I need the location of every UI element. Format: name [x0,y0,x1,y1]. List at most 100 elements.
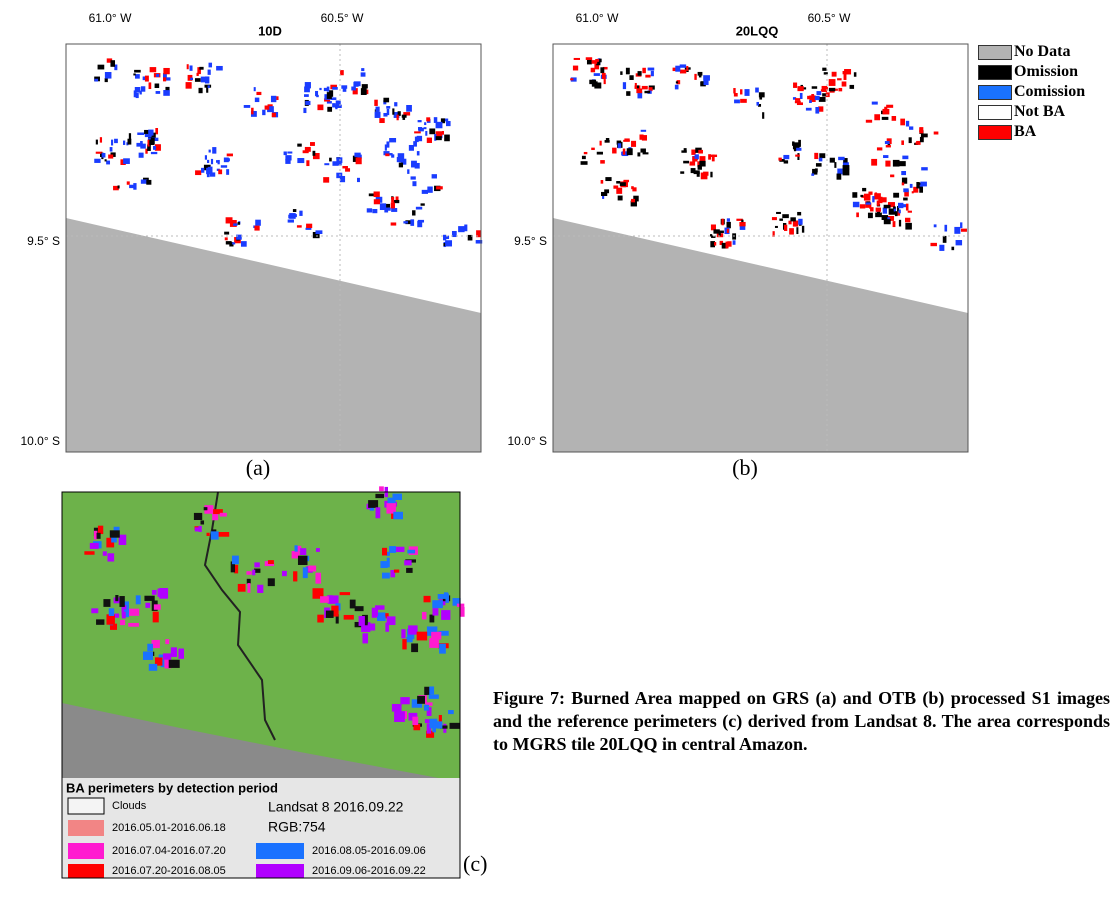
map-pixel [341,85,347,88]
map-pixel [893,221,896,227]
map-pixel [285,155,291,160]
map-pixel [102,153,106,158]
map-pixel [875,213,882,218]
map-pixel [856,212,859,217]
map-pixel [756,102,759,106]
map-pixel [429,128,435,134]
map-pixel [816,163,822,167]
map-pixel [601,180,604,184]
perimeter-pixel [128,623,139,627]
map-pixel [885,141,890,144]
map-pixel [327,107,332,112]
map-pixel [211,159,213,164]
map-pixel [599,59,602,63]
map-pixel [837,174,842,180]
legend-item: 2016.09.06-2016.09.22 [312,865,426,877]
map-pixel [163,90,170,96]
perimeter-pixel [320,596,329,603]
map-pixel [254,226,259,231]
map-pixel [860,195,863,197]
map-pixel [600,67,604,73]
map-pixel [105,78,108,82]
map-pixel [221,165,227,167]
map-pixel [778,158,781,161]
map-pixel [94,79,98,82]
map-pixel [708,154,711,159]
map-pixel [251,108,254,115]
legend-item: 2016.07.04-2016.07.20 [112,845,226,857]
map-pixel [424,122,426,125]
map-pixel [425,131,427,136]
map-pixel [695,154,699,159]
perimeter-pixel [441,610,450,620]
map-pixel [105,159,107,161]
map-pixel [288,219,294,222]
perimeter-pixel [376,507,381,518]
map-pixel [361,88,367,95]
map-pixel [637,152,640,156]
map-pixel [305,101,310,105]
map-pixel [332,103,336,107]
image-info: RGB:754 [268,819,326,835]
map-pixel [644,91,650,93]
map-pixel [591,148,595,150]
map-pixel [951,247,954,250]
map-pixel [726,222,730,228]
perimeter-pixel [303,567,308,578]
map-pixel [402,115,407,118]
perimeter-pixel [129,609,140,616]
map-pixel [866,202,871,204]
perimeter-pixel [328,595,339,603]
perimeter-pixel [247,579,251,584]
map-pixel [902,182,904,185]
perimeter-pixel [406,568,412,573]
map-pixel [573,66,578,71]
perimeter-pixel [448,710,454,714]
map-pixel [796,148,802,151]
map-pixel [105,72,112,79]
map-pixel [255,220,261,226]
map-pixel [135,87,141,93]
map-pixel [423,127,426,129]
map-pixel [960,222,962,228]
map-pixel [819,158,823,162]
perimeter-pixel [257,585,263,593]
swatch [978,65,1012,80]
perimeter-pixel [169,660,180,668]
map-pixel [698,165,702,170]
legend-item: 2016.08.05-2016.09.06 [312,845,426,857]
perimeter-pixel [315,573,321,584]
map-pixel [149,82,152,89]
lon-label: 61.0° W [576,11,619,25]
map-pixel [815,107,819,114]
map-pixel [407,169,409,174]
map-pixel [414,131,421,133]
perimeter-pixel [377,616,386,621]
perimeter-pixel [298,556,308,565]
map-pixel [205,76,209,83]
perimeter-pixel [359,616,365,626]
map-pixel [288,215,291,219]
map-pixel [618,143,621,148]
legend-entry: BA [978,122,1085,142]
map-pixel [306,228,312,230]
map-pixel [406,105,412,112]
perimeter-pixel [387,558,390,568]
lat-label: 9.5° S [27,234,60,248]
map-pixel [934,224,937,227]
map-pixel [784,225,787,231]
map-pixel [156,74,159,77]
map-pixel [416,207,422,210]
perimeter-pixel [408,625,417,634]
map-pixel [409,145,414,151]
map-pixel [811,173,814,175]
perimeter-pixel [375,494,384,498]
map-pixel [410,219,414,226]
perimeter-pixel [152,590,157,595]
map-pixel [226,158,230,161]
legend-label: No Data [1014,43,1070,61]
map-pixel [806,108,812,111]
map-pixel [920,127,924,133]
map-pixel [110,147,113,151]
map-pixel [391,222,397,225]
